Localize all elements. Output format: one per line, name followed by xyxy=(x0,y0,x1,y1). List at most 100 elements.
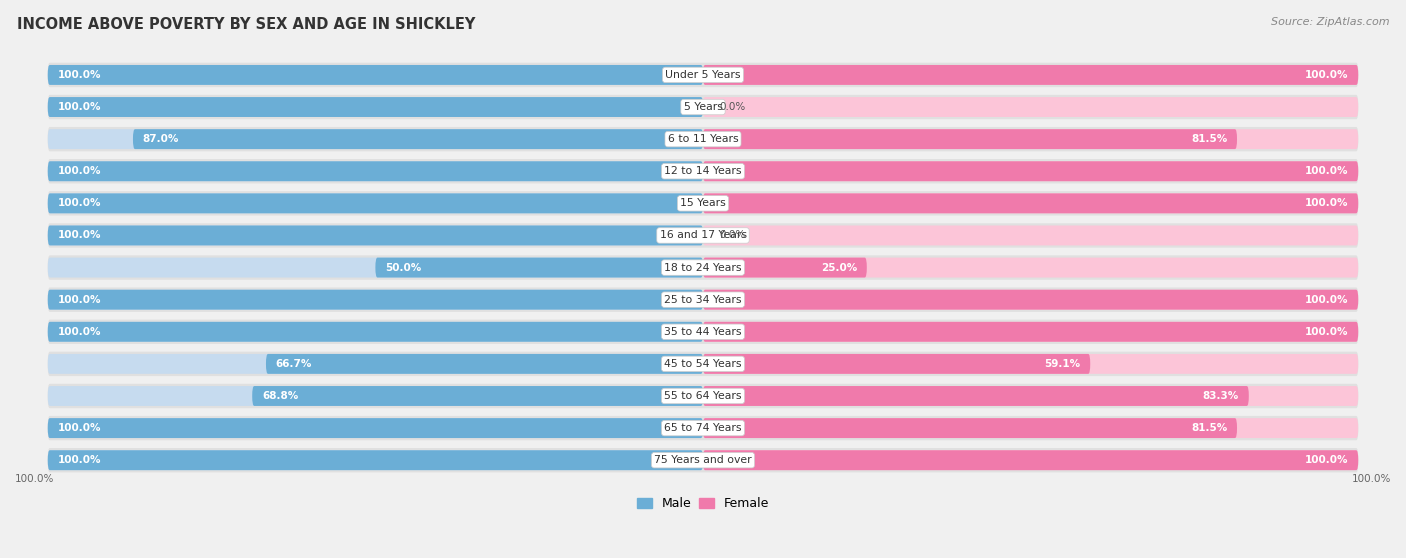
FancyBboxPatch shape xyxy=(48,384,1358,408)
FancyBboxPatch shape xyxy=(48,65,703,85)
FancyBboxPatch shape xyxy=(703,354,1358,374)
FancyBboxPatch shape xyxy=(48,161,703,181)
Text: 100.0%: 100.0% xyxy=(58,166,101,176)
Text: 66.7%: 66.7% xyxy=(276,359,312,369)
FancyBboxPatch shape xyxy=(48,352,1358,376)
Text: 100.0%: 100.0% xyxy=(1305,455,1348,465)
Text: 83.3%: 83.3% xyxy=(1202,391,1239,401)
Text: 100.0%: 100.0% xyxy=(1351,474,1391,484)
Text: Under 5 Years: Under 5 Years xyxy=(665,70,741,80)
FancyBboxPatch shape xyxy=(703,258,1358,277)
Text: 100.0%: 100.0% xyxy=(58,70,101,80)
Text: 100.0%: 100.0% xyxy=(58,198,101,208)
Text: 100.0%: 100.0% xyxy=(58,423,101,433)
Text: 25.0%: 25.0% xyxy=(821,263,858,272)
Text: 100.0%: 100.0% xyxy=(15,474,55,484)
FancyBboxPatch shape xyxy=(266,354,703,374)
FancyBboxPatch shape xyxy=(48,290,703,310)
FancyBboxPatch shape xyxy=(703,65,1358,85)
Text: 18 to 24 Years: 18 to 24 Years xyxy=(664,263,742,272)
FancyBboxPatch shape xyxy=(48,129,703,149)
Text: 55 to 64 Years: 55 to 64 Years xyxy=(664,391,742,401)
FancyBboxPatch shape xyxy=(703,322,1358,341)
Text: 100.0%: 100.0% xyxy=(58,455,101,465)
FancyBboxPatch shape xyxy=(703,97,1358,117)
FancyBboxPatch shape xyxy=(48,448,1358,473)
FancyBboxPatch shape xyxy=(703,161,1358,181)
Text: 81.5%: 81.5% xyxy=(1191,423,1227,433)
Text: 5 Years: 5 Years xyxy=(683,102,723,112)
FancyBboxPatch shape xyxy=(48,450,703,470)
FancyBboxPatch shape xyxy=(703,322,1358,341)
Legend: Male, Female: Male, Female xyxy=(631,492,775,515)
Text: 100.0%: 100.0% xyxy=(58,327,101,337)
FancyBboxPatch shape xyxy=(48,386,703,406)
FancyBboxPatch shape xyxy=(703,450,1358,470)
Text: INCOME ABOVE POVERTY BY SEX AND AGE IN SHICKLEY: INCOME ABOVE POVERTY BY SEX AND AGE IN S… xyxy=(17,17,475,32)
FancyBboxPatch shape xyxy=(48,159,1358,184)
FancyBboxPatch shape xyxy=(48,225,703,246)
FancyBboxPatch shape xyxy=(48,287,1358,312)
FancyBboxPatch shape xyxy=(48,65,703,85)
FancyBboxPatch shape xyxy=(48,127,1358,151)
Text: 16 and 17 Years: 16 and 17 Years xyxy=(659,230,747,240)
FancyBboxPatch shape xyxy=(48,62,1358,87)
Text: 0.0%: 0.0% xyxy=(720,230,745,240)
FancyBboxPatch shape xyxy=(703,354,1090,374)
FancyBboxPatch shape xyxy=(252,386,703,406)
FancyBboxPatch shape xyxy=(703,194,1358,213)
Text: 100.0%: 100.0% xyxy=(58,102,101,112)
FancyBboxPatch shape xyxy=(48,290,703,310)
Text: 100.0%: 100.0% xyxy=(1305,166,1348,176)
Text: 100.0%: 100.0% xyxy=(1305,327,1348,337)
FancyBboxPatch shape xyxy=(48,161,703,181)
FancyBboxPatch shape xyxy=(48,354,703,374)
Text: Source: ZipAtlas.com: Source: ZipAtlas.com xyxy=(1271,17,1389,27)
Text: 59.1%: 59.1% xyxy=(1045,359,1080,369)
Text: 15 Years: 15 Years xyxy=(681,198,725,208)
Text: 65 to 74 Years: 65 to 74 Years xyxy=(664,423,742,433)
FancyBboxPatch shape xyxy=(48,194,703,213)
Text: 50.0%: 50.0% xyxy=(385,263,422,272)
FancyBboxPatch shape xyxy=(703,386,1358,406)
FancyBboxPatch shape xyxy=(703,290,1358,310)
Text: 100.0%: 100.0% xyxy=(58,230,101,240)
Text: 12 to 14 Years: 12 to 14 Years xyxy=(664,166,742,176)
FancyBboxPatch shape xyxy=(703,129,1237,149)
FancyBboxPatch shape xyxy=(703,194,1358,213)
FancyBboxPatch shape xyxy=(48,258,703,277)
Text: 100.0%: 100.0% xyxy=(1305,70,1348,80)
FancyBboxPatch shape xyxy=(48,322,703,341)
Text: 25 to 34 Years: 25 to 34 Years xyxy=(664,295,742,305)
FancyBboxPatch shape xyxy=(48,194,703,213)
Text: 45 to 54 Years: 45 to 54 Years xyxy=(664,359,742,369)
Text: 87.0%: 87.0% xyxy=(143,134,179,144)
FancyBboxPatch shape xyxy=(48,225,703,246)
FancyBboxPatch shape xyxy=(703,161,1358,181)
Text: 0.0%: 0.0% xyxy=(720,102,745,112)
FancyBboxPatch shape xyxy=(703,418,1237,438)
FancyBboxPatch shape xyxy=(703,225,1358,246)
FancyBboxPatch shape xyxy=(48,97,703,117)
Text: 100.0%: 100.0% xyxy=(1305,198,1348,208)
FancyBboxPatch shape xyxy=(134,129,703,149)
FancyBboxPatch shape xyxy=(48,418,703,438)
FancyBboxPatch shape xyxy=(48,450,703,470)
FancyBboxPatch shape xyxy=(48,256,1358,280)
FancyBboxPatch shape xyxy=(703,65,1358,85)
FancyBboxPatch shape xyxy=(703,129,1358,149)
FancyBboxPatch shape xyxy=(48,191,1358,215)
Text: 35 to 44 Years: 35 to 44 Years xyxy=(664,327,742,337)
FancyBboxPatch shape xyxy=(703,386,1249,406)
FancyBboxPatch shape xyxy=(48,95,1358,119)
FancyBboxPatch shape xyxy=(703,258,868,277)
Text: 68.8%: 68.8% xyxy=(262,391,298,401)
FancyBboxPatch shape xyxy=(48,416,1358,440)
Text: 75 Years and over: 75 Years and over xyxy=(654,455,752,465)
FancyBboxPatch shape xyxy=(48,97,703,117)
Text: 100.0%: 100.0% xyxy=(58,295,101,305)
Text: 100.0%: 100.0% xyxy=(1305,295,1348,305)
Text: 6 to 11 Years: 6 to 11 Years xyxy=(668,134,738,144)
FancyBboxPatch shape xyxy=(703,418,1358,438)
FancyBboxPatch shape xyxy=(48,322,703,341)
